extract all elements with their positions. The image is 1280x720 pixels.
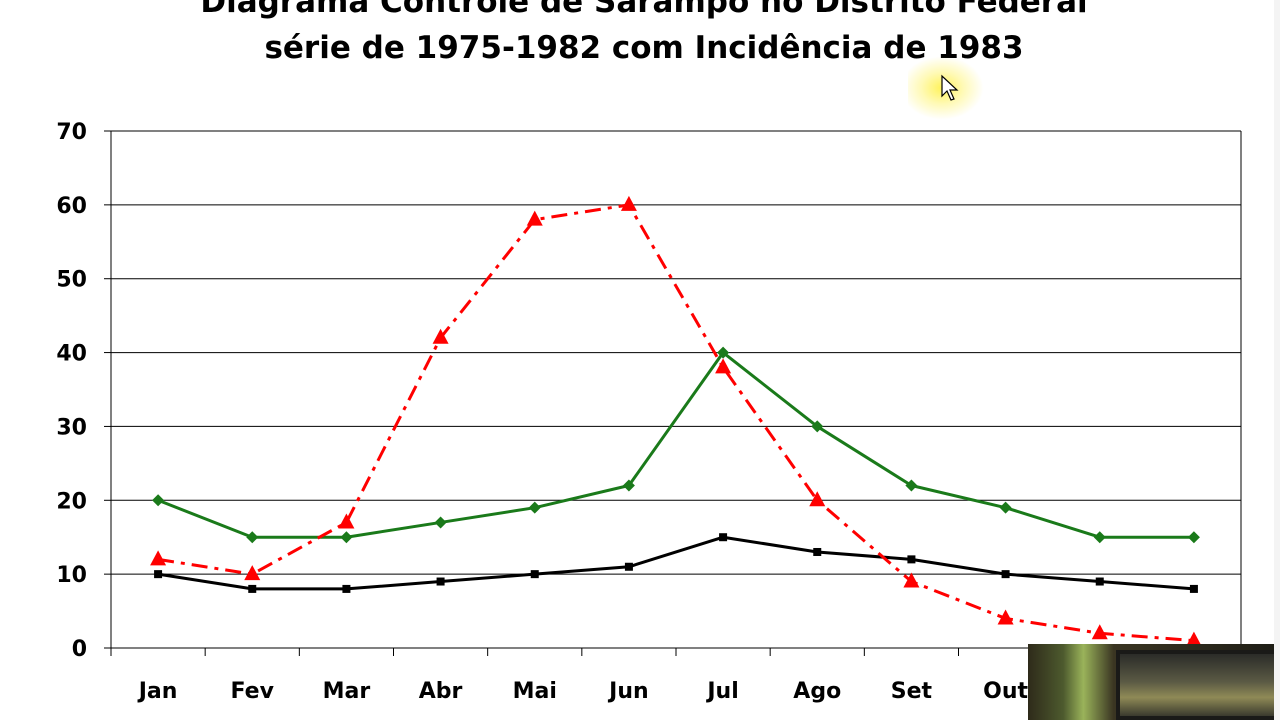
x-tick-label: Mar (323, 679, 371, 704)
y-tick-label: 20 (56, 489, 87, 514)
series-line-0 (157, 351, 1194, 539)
x-tick-label: Jun (607, 679, 649, 704)
data-point (1095, 577, 1104, 586)
data-point (526, 210, 543, 226)
x-tick-label: Out (983, 679, 1028, 704)
webcam-overlay (1028, 644, 1280, 720)
x-tick-label: Jul (705, 679, 738, 704)
data-point (1189, 584, 1198, 593)
chart-subtitle: série de 1975-1982 com Incidência de 198… (264, 30, 1024, 66)
series-line-1 (157, 535, 1195, 591)
y-tick-label: 50 (56, 268, 87, 293)
y-tick-label: 10 (56, 563, 87, 588)
data-point (154, 570, 163, 579)
data-point (434, 516, 447, 529)
y-axis-ticks: 0 10 20 30 40 50 60 70 (56, 120, 87, 662)
data-point (715, 358, 732, 374)
data-point (244, 565, 261, 581)
x-tick-label: Jan (137, 679, 178, 704)
y-tick-label: 70 (56, 120, 87, 145)
webcam-frame (1116, 650, 1280, 720)
data-point (903, 572, 920, 588)
data-point (717, 346, 730, 359)
data-point (997, 609, 1014, 625)
data-point (624, 562, 633, 571)
data-point (340, 531, 353, 544)
y-tick-label: 60 (56, 194, 87, 219)
data-point (999, 501, 1012, 514)
slide-edge (1274, 0, 1280, 720)
data-point (1185, 631, 1202, 647)
axes (104, 130, 1242, 656)
data-point (719, 533, 728, 542)
series-group (150, 195, 1202, 647)
data-point (436, 577, 445, 586)
data-point (813, 547, 822, 556)
data-point (809, 491, 826, 507)
data-point (150, 550, 167, 566)
y-tick-label: 40 (56, 342, 87, 367)
data-point (622, 479, 635, 492)
series-line-2 (157, 203, 1195, 643)
gridlines (111, 130, 1242, 649)
x-tick-label: Abr (419, 679, 463, 704)
data-point (1001, 570, 1010, 579)
data-point (338, 513, 355, 529)
data-point (248, 584, 257, 593)
chart-title: Diagrama Controle de Sarampo no Distrito… (200, 0, 1088, 20)
data-point (1091, 624, 1108, 640)
x-tick-label: Mai (513, 679, 557, 704)
mouse-pointer-icon (941, 74, 959, 101)
data-point (528, 501, 541, 514)
data-point (342, 584, 351, 593)
data-point (905, 479, 918, 492)
data-point (620, 195, 637, 211)
data-point (432, 328, 449, 344)
x-tick-label: Fev (231, 679, 275, 704)
data-point (246, 531, 259, 544)
data-point (811, 420, 824, 433)
x-tick-label: Set (891, 679, 933, 704)
data-point (152, 494, 165, 507)
data-point (1187, 531, 1200, 544)
y-tick-label: 0 (72, 637, 87, 662)
x-tick-label: Ago (793, 679, 841, 704)
data-point (530, 570, 539, 579)
data-point (907, 555, 916, 564)
data-point (1093, 531, 1106, 544)
y-tick-label: 30 (56, 415, 87, 440)
